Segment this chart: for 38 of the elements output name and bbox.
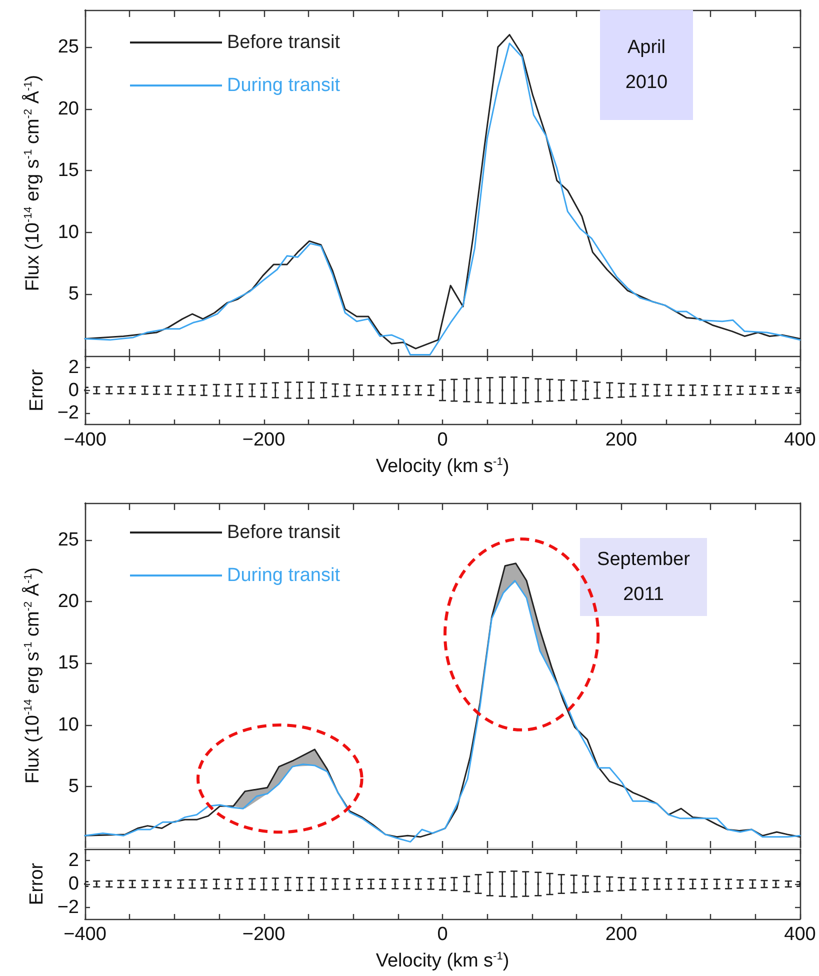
y-tick-label: −2 [57, 402, 79, 424]
y-tick-label: 0 [68, 874, 79, 894]
y-tick-label: 5 [68, 776, 79, 797]
text: Flux (10-14 erg s-1 cm-2 Å-1) [22, 74, 44, 292]
x-tick-label: −200 [242, 924, 286, 945]
y-tick-label: 0 [68, 380, 79, 401]
y-tick-label: 20 [58, 98, 79, 120]
x-tick-label: −400 [64, 430, 106, 450]
y-tick-label: 25 [58, 36, 79, 58]
label-box: September 2011 [580, 538, 707, 616]
annotation: September 2011 [597, 548, 690, 607]
x-tick-label: 0 [437, 924, 448, 945]
y-tick-label: −2 [57, 896, 79, 918]
y-tick-label: 10 [58, 714, 79, 736]
x-tick-label: −400 [64, 924, 106, 945]
y-tick-label: 2 [68, 850, 79, 872]
annotation: April 2010 [625, 36, 668, 95]
label-box: April 2010 [600, 10, 693, 120]
x-tick-label: 400 [784, 924, 816, 945]
y-tick-label: 20 [58, 591, 79, 612]
y-tick-label: 15 [58, 652, 79, 674]
y-axis-title: Error [26, 368, 48, 412]
x-tick-label: 200 [605, 430, 638, 450]
legend-label: Before transit [227, 32, 341, 53]
x-tick-label: −200 [242, 430, 286, 450]
text: Flux (10-14 erg s-1 cm-2 Å-1) [22, 567, 44, 784]
y-tick-label: 2 [68, 356, 79, 378]
x-tick-label: 200 [605, 924, 638, 945]
y-axis-title: Error [26, 862, 48, 906]
y-tick-label: 15 [58, 160, 79, 182]
x-tick-label: 400 [784, 430, 816, 450]
y-tick-label: 25 [58, 529, 79, 550]
legend-label: During transit [227, 75, 341, 96]
legend-label: Before transit [227, 522, 341, 543]
y-tick-label: 10 [58, 222, 79, 243]
legend-label: During transit [227, 565, 341, 586]
y-tick-label: 5 [68, 284, 79, 305]
x-tick-label: 0 [437, 430, 448, 450]
